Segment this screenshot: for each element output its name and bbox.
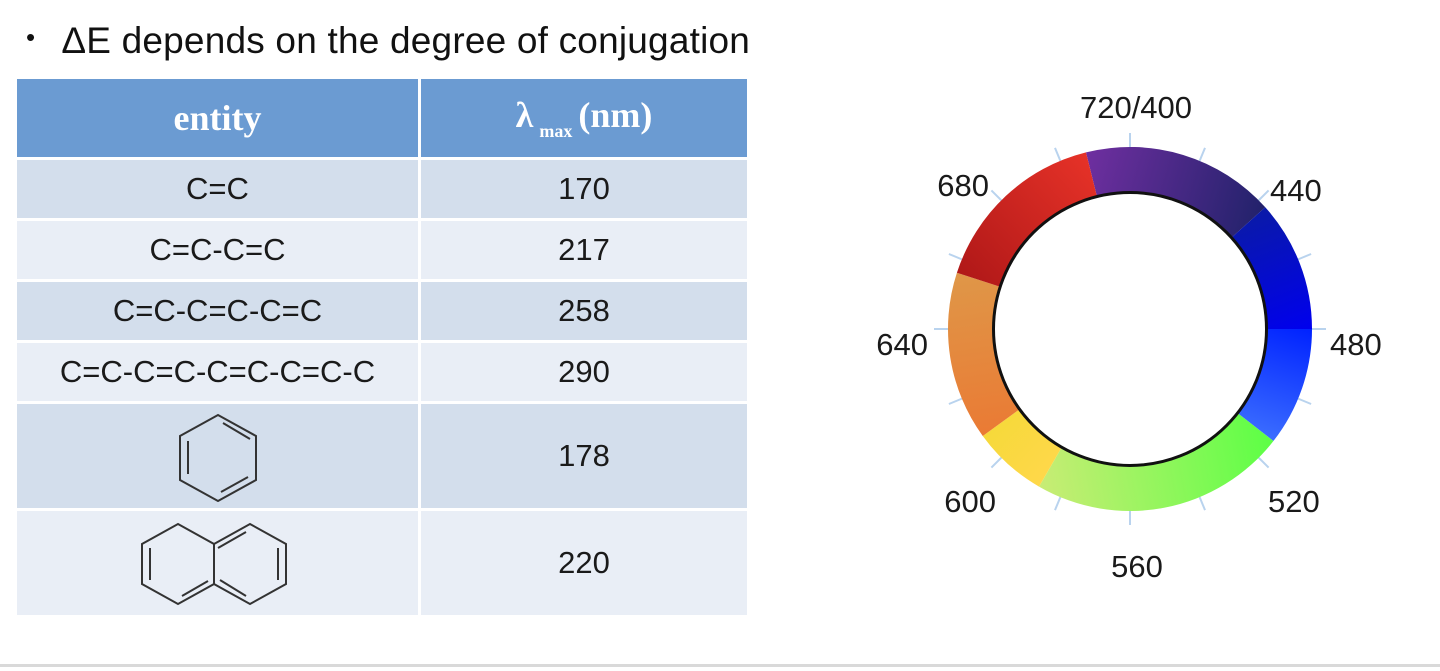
wheel-tick bbox=[1255, 189, 1270, 204]
entity-cell bbox=[14, 508, 421, 618]
lambda-cell: 290 bbox=[418, 340, 750, 404]
entity-cell: C=C-C=C bbox=[14, 218, 421, 282]
wheel-tick bbox=[1054, 147, 1063, 165]
wheel-tick bbox=[1294, 253, 1312, 262]
wheel-segment-red bbox=[956, 152, 1097, 287]
lambda-cell: 178 bbox=[418, 401, 750, 511]
entity-cell: C=C bbox=[14, 157, 421, 221]
entity-cell: C=C-C=C-C=C-C=C-C bbox=[14, 340, 421, 404]
lambda-subscript: max bbox=[539, 121, 573, 141]
naphthalene-structure-icon bbox=[140, 522, 287, 606]
wheel-label-720-400: 720/400 bbox=[1080, 90, 1192, 125]
wheel-segment-light-blue bbox=[1237, 329, 1312, 442]
wheel-label-520: 520 bbox=[1268, 484, 1320, 519]
lambda-cell: 258 bbox=[418, 279, 750, 343]
wheel-ticks bbox=[934, 133, 1326, 525]
header-entity: entity bbox=[14, 76, 421, 160]
bullet-point: • ΔE depends on the degree of conjugatio… bbox=[26, 14, 750, 68]
lambda-symbol: λ bbox=[515, 95, 534, 135]
lambda-unit: (nm) bbox=[578, 95, 653, 135]
wheel-tick bbox=[1294, 396, 1312, 405]
wheel-label-440: 440 bbox=[1270, 173, 1322, 208]
benzene-structure-icon bbox=[178, 413, 257, 502]
lambda-cell: 217 bbox=[418, 218, 750, 282]
table-row: C=C-C=C-C=C-C=C-C 290 bbox=[14, 340, 750, 404]
bullet-text: ΔE depends on the degree of conjugation bbox=[61, 20, 751, 61]
wheel-tick bbox=[990, 189, 1005, 204]
table-row: C=C 170 bbox=[14, 157, 750, 221]
wheel-inner-circle bbox=[992, 191, 1268, 467]
entity-cell: C=C-C=C-C=C bbox=[14, 279, 421, 343]
table-row: 220 bbox=[14, 508, 750, 618]
entity-cell bbox=[14, 401, 421, 511]
wheel-tick bbox=[1255, 454, 1270, 469]
conjugation-table: entity λ max (nm) C=C 170 C=C-C=C 217 C=C-… bbox=[14, 76, 750, 618]
lambda-cell: 170 bbox=[418, 157, 750, 221]
wheel-label-560: 560 bbox=[1111, 549, 1163, 584]
wheel-segment-orange bbox=[947, 272, 1020, 436]
slide-bottom-rule bbox=[0, 664, 1440, 667]
wheel-label-680: 680 bbox=[937, 168, 989, 203]
wheel-tick bbox=[948, 253, 966, 262]
wheel-tick bbox=[1197, 147, 1206, 165]
wheel-tick bbox=[1054, 493, 1063, 511]
wheel-segment-green bbox=[1039, 413, 1274, 512]
bullet-symbol: • bbox=[26, 21, 36, 52]
wheel-label-600: 600 bbox=[944, 484, 996, 519]
wheel-segments bbox=[947, 147, 1312, 512]
wheel-segment-violet bbox=[1085, 147, 1266, 238]
table-row: C=C-C=C 217 bbox=[14, 218, 750, 282]
wheel-segment-blue bbox=[1231, 207, 1312, 329]
lambda-cell: 220 bbox=[418, 508, 750, 618]
table-header-row: entity λ max (nm) bbox=[14, 76, 750, 160]
wheel-label-640: 640 bbox=[876, 327, 928, 362]
wheel-segment-yellow bbox=[982, 409, 1062, 487]
wheel-tick bbox=[990, 454, 1005, 469]
table-row: 178 bbox=[14, 401, 750, 511]
wheel-tick bbox=[948, 396, 966, 405]
wheel-tick bbox=[1197, 493, 1206, 511]
table-row: C=C-C=C-C=C 258 bbox=[14, 279, 750, 343]
wheel-label-480: 480 bbox=[1330, 327, 1382, 362]
header-lambda-max: λ max (nm) bbox=[418, 76, 750, 160]
